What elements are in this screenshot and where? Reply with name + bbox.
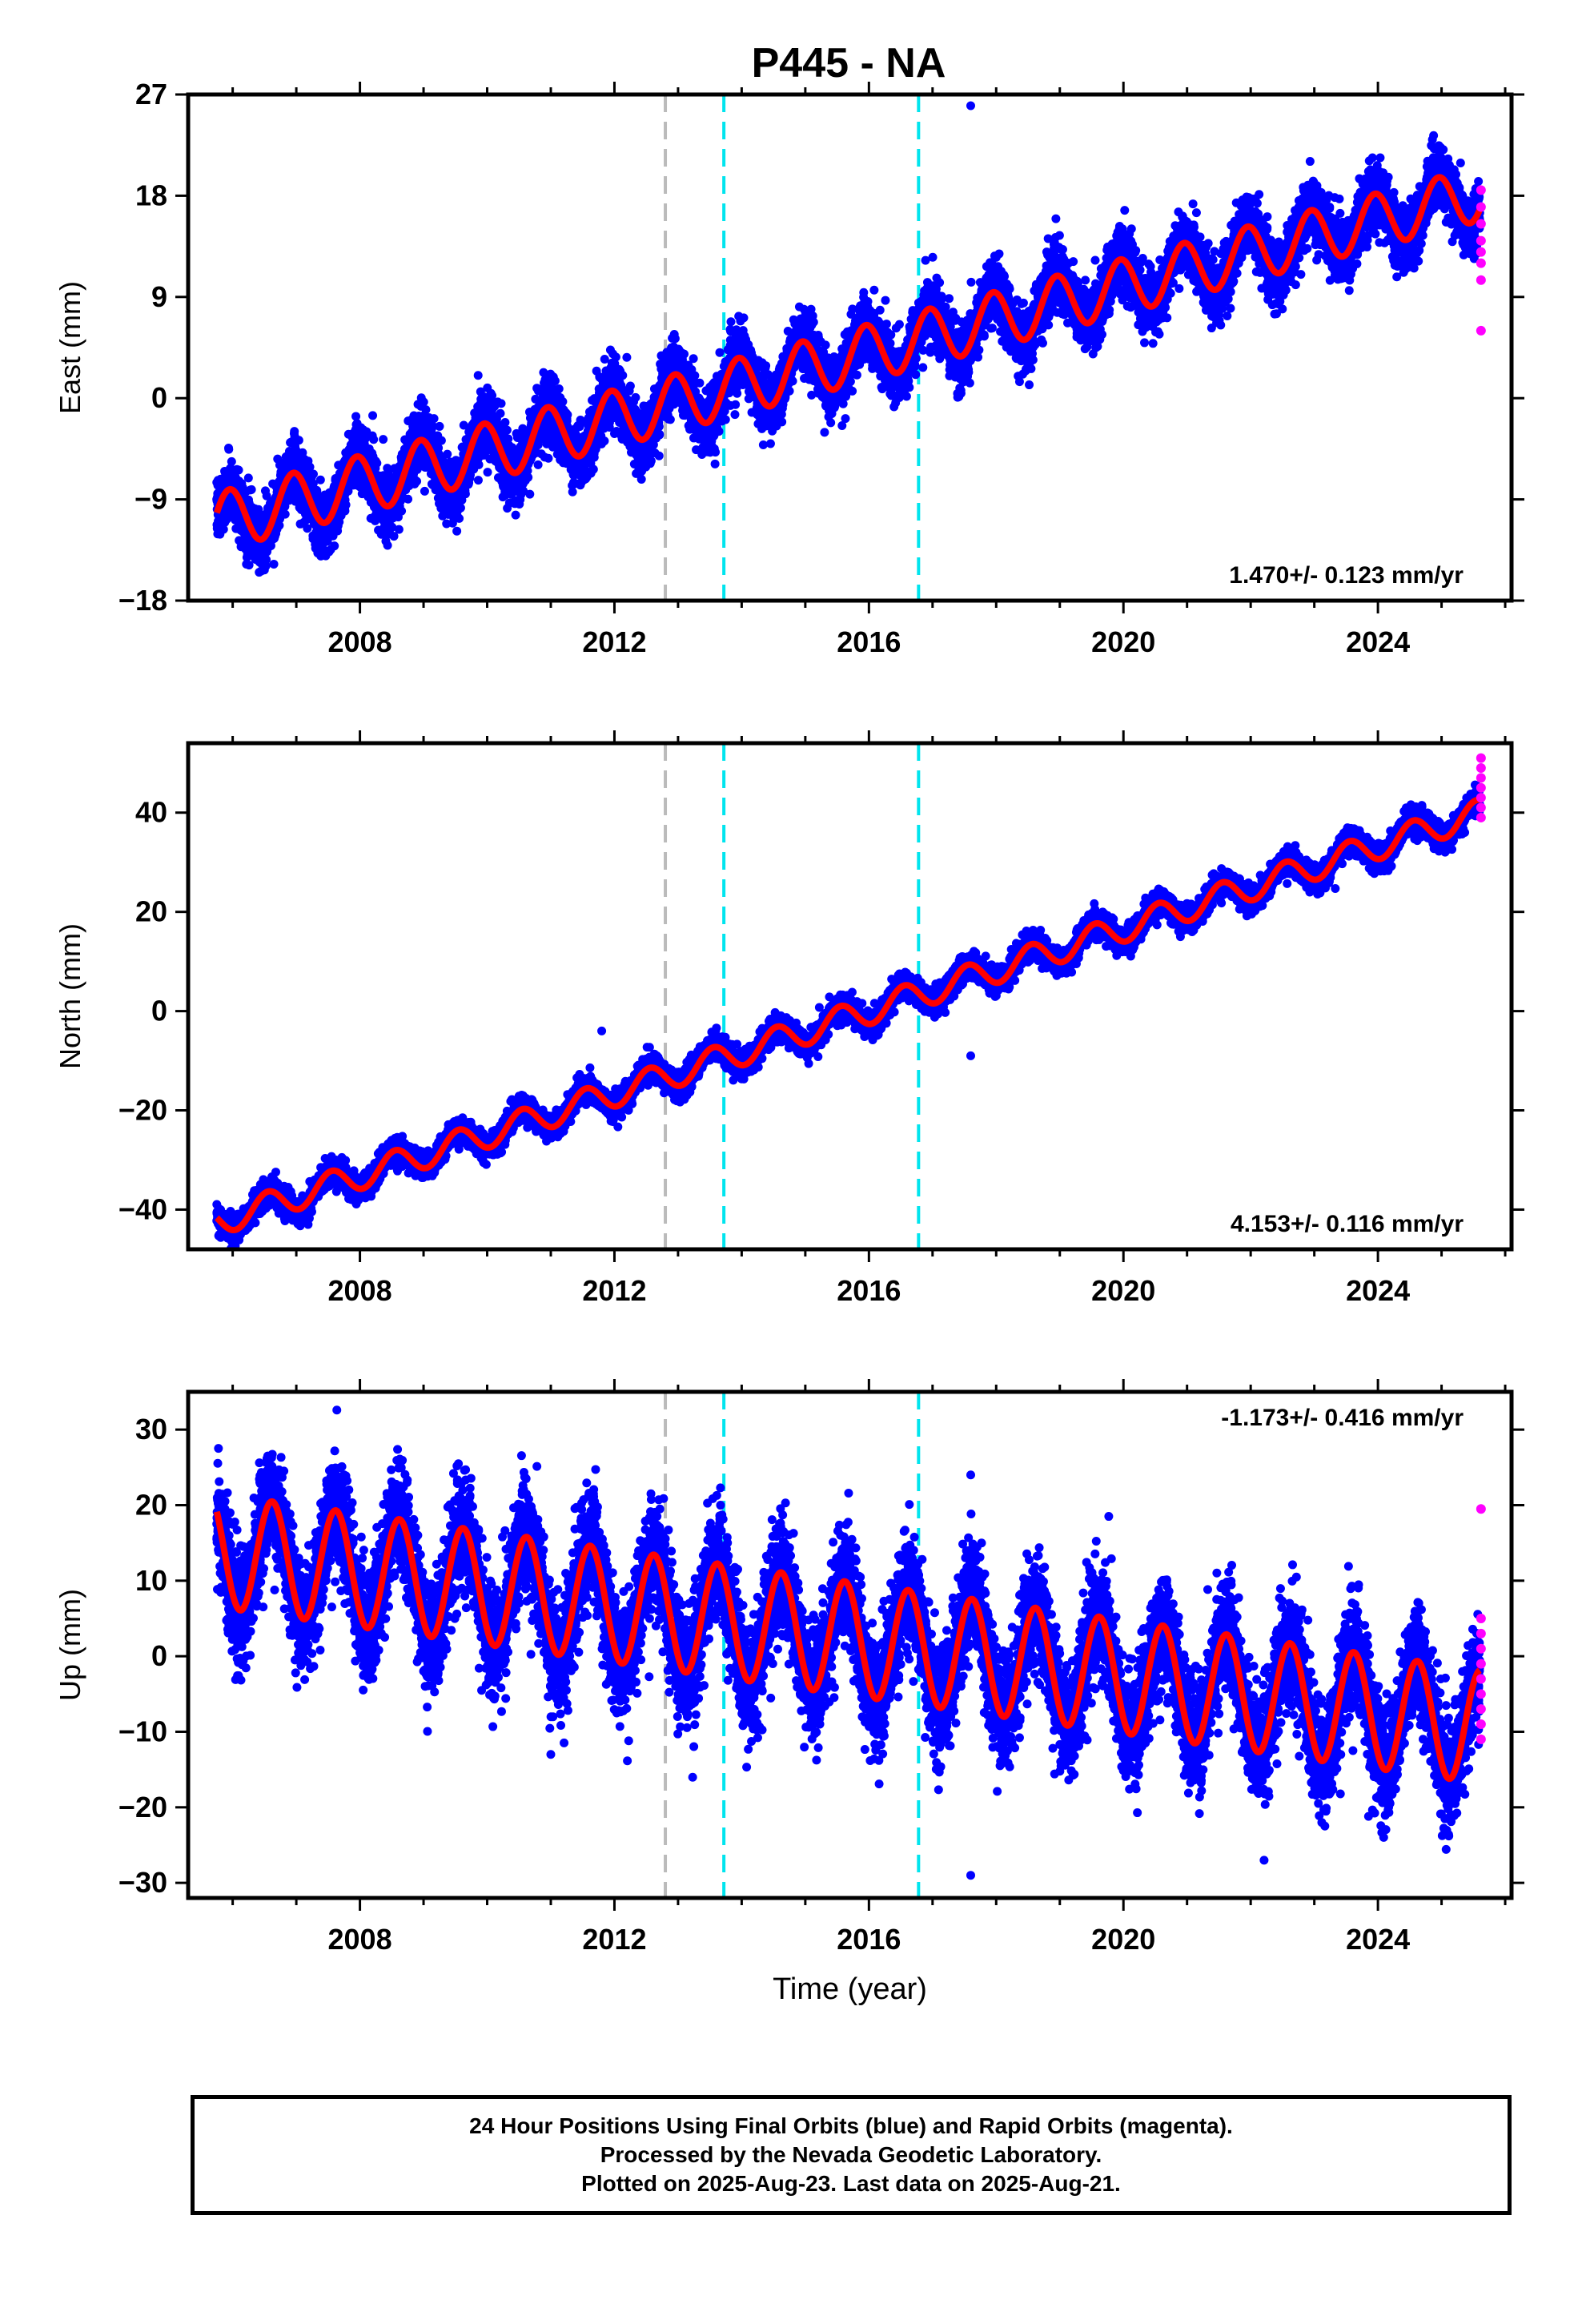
data-point (455, 513, 464, 523)
data-point (419, 397, 428, 407)
data-point (341, 500, 351, 509)
data-point (631, 392, 640, 402)
data-point (397, 506, 407, 516)
data-point (387, 522, 397, 532)
data-point (646, 456, 656, 465)
data-point (383, 541, 392, 550)
data-point (554, 384, 564, 393)
data-point (460, 489, 470, 499)
data-point (244, 561, 254, 570)
data-point (436, 436, 446, 445)
data-point (308, 469, 318, 479)
data-point (500, 418, 510, 428)
data-point (589, 452, 599, 462)
data-point (219, 525, 228, 534)
data-point (412, 476, 422, 486)
data-point (611, 352, 620, 362)
data-point (511, 510, 520, 520)
data-point (483, 468, 492, 477)
data-point (563, 410, 572, 420)
data-point (368, 411, 378, 420)
figure-title: P445 - NA (752, 40, 946, 86)
data-point (269, 559, 279, 569)
data-point (305, 462, 315, 472)
data-point (369, 435, 379, 444)
data-point (496, 408, 505, 418)
data-point (558, 396, 568, 406)
data-point (262, 555, 271, 565)
data-point (435, 421, 444, 431)
data-point (262, 491, 271, 501)
data-point (312, 487, 322, 497)
data-point (550, 376, 560, 386)
data-point (330, 541, 339, 551)
data-point (524, 472, 533, 482)
data-point (525, 489, 535, 499)
data-point (533, 460, 543, 469)
data-point (247, 485, 256, 494)
data-point (379, 435, 388, 444)
data-point (261, 561, 271, 571)
data-point (588, 464, 598, 474)
data-point (227, 456, 236, 466)
data-point (372, 458, 382, 468)
data-point (600, 436, 609, 446)
data-point (496, 399, 506, 408)
data-point (420, 486, 429, 496)
data-point (315, 475, 325, 485)
data-point (351, 412, 361, 421)
data-point (294, 436, 303, 445)
data-point (234, 465, 243, 475)
data-point (280, 509, 290, 519)
data-point (303, 524, 312, 533)
data-point (622, 352, 632, 362)
data-point (243, 473, 253, 483)
data-point (443, 449, 452, 459)
data-point (360, 434, 370, 444)
data-point (618, 371, 628, 380)
data-point (224, 444, 234, 454)
data-point (502, 425, 512, 435)
data-point (394, 525, 404, 534)
data-point (568, 487, 577, 497)
data-point (473, 371, 483, 380)
data-point (544, 453, 553, 463)
data-point (625, 381, 635, 391)
data-point (421, 405, 431, 415)
data-point (473, 476, 483, 485)
data-point (275, 521, 284, 530)
data-point (308, 479, 318, 489)
data-point (456, 503, 465, 513)
data-point (429, 414, 439, 424)
data-point (404, 494, 413, 504)
data-point (474, 460, 484, 469)
data-point (636, 474, 646, 484)
data-point (452, 526, 462, 536)
